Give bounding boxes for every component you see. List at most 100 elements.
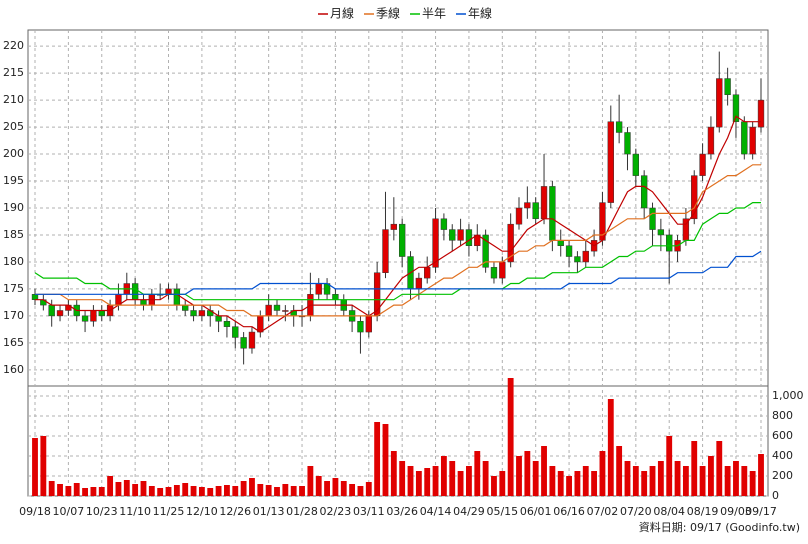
candle-body bbox=[48, 304, 55, 317]
volume-bar bbox=[649, 466, 656, 496]
volume-bar bbox=[374, 422, 381, 496]
volume-bar bbox=[641, 471, 648, 496]
volume-bar bbox=[32, 438, 38, 496]
volume-bar bbox=[132, 484, 139, 496]
candle-body bbox=[273, 304, 281, 311]
candle-body bbox=[691, 175, 698, 220]
y-tick-label: 170 bbox=[3, 309, 24, 322]
x-tick-label: 04/29 bbox=[453, 505, 485, 518]
y-tick-label: 220 bbox=[3, 39, 24, 52]
volume-bar bbox=[549, 466, 556, 496]
x-tick-label: 10/07 bbox=[53, 505, 85, 518]
volume-bar bbox=[390, 451, 397, 496]
volume-bar bbox=[123, 480, 130, 496]
candle-body bbox=[707, 126, 715, 155]
volume-bar bbox=[749, 471, 756, 496]
y2-tick-label: 600 bbox=[772, 429, 793, 442]
volume-bar bbox=[382, 424, 389, 496]
candle-body bbox=[382, 229, 389, 273]
y2-tick-label: 200 bbox=[772, 469, 793, 482]
candle-body bbox=[716, 78, 723, 128]
volume-bar bbox=[708, 456, 714, 496]
volume-bar bbox=[499, 471, 506, 496]
candle-body bbox=[182, 304, 189, 311]
volume-bar bbox=[624, 461, 631, 496]
volume-bar bbox=[340, 481, 347, 496]
volume-bar bbox=[240, 481, 247, 496]
volume-bar bbox=[607, 399, 614, 496]
x-tick-label: 02/23 bbox=[320, 505, 352, 518]
x-tick-label: 04/14 bbox=[420, 505, 452, 518]
y-tick-label: 175 bbox=[3, 282, 24, 295]
candle-body bbox=[165, 288, 172, 295]
x-tick-label: 07/20 bbox=[620, 505, 652, 518]
candle-body bbox=[574, 256, 581, 263]
ma-line bbox=[35, 164, 761, 317]
volume-bar bbox=[674, 461, 681, 496]
volume-bar bbox=[232, 486, 239, 496]
y-tick-label: 200 bbox=[3, 147, 24, 160]
candle-body bbox=[607, 121, 614, 203]
volume-bar bbox=[207, 488, 214, 496]
volume-bar bbox=[524, 451, 531, 496]
candle-body bbox=[741, 121, 748, 155]
candle-body bbox=[549, 186, 556, 241]
volume-bar bbox=[140, 481, 147, 496]
ma-line bbox=[35, 115, 761, 333]
volume-bar bbox=[57, 484, 63, 496]
candle-body bbox=[315, 283, 322, 295]
candle-body bbox=[632, 153, 639, 176]
candle-body bbox=[449, 229, 456, 241]
footnote: 資料日期: 09/17 (Goodinfo.tw) bbox=[639, 520, 800, 534]
volume-bar bbox=[90, 487, 97, 496]
volume-bar bbox=[73, 483, 80, 496]
candle-body bbox=[415, 277, 423, 290]
candle-body bbox=[699, 153, 706, 176]
volume-bar bbox=[324, 481, 330, 496]
candle-body bbox=[198, 310, 206, 317]
candle-body bbox=[440, 218, 448, 230]
volume-bar bbox=[741, 466, 748, 496]
candle-body bbox=[282, 310, 289, 312]
y-tick-label: 180 bbox=[3, 255, 24, 268]
x-tick-label: 12/26 bbox=[219, 505, 251, 518]
volume-bar bbox=[82, 488, 88, 496]
candle-body bbox=[31, 294, 39, 300]
volume-bar bbox=[40, 436, 47, 496]
volume-bar bbox=[157, 488, 164, 496]
volume-bar bbox=[407, 466, 414, 496]
volume-bar bbox=[315, 476, 322, 496]
y-tick-label: 210 bbox=[3, 93, 24, 106]
candle-body bbox=[215, 315, 222, 322]
y-tick-label: 185 bbox=[3, 228, 24, 241]
candle-body bbox=[81, 315, 89, 322]
x-tick-label: 09/17 bbox=[745, 505, 777, 518]
volume-bar bbox=[574, 471, 581, 496]
x-tick-label: 09/18 bbox=[19, 505, 51, 518]
volume-bar bbox=[440, 456, 447, 496]
y2-tick-label: 400 bbox=[772, 449, 793, 462]
candle-body bbox=[56, 310, 64, 317]
volume-bar bbox=[449, 461, 456, 496]
candle-body bbox=[365, 315, 372, 333]
volume-bar bbox=[582, 466, 589, 496]
volume-bar bbox=[699, 466, 706, 496]
candle-body bbox=[615, 121, 623, 133]
volume-bar bbox=[249, 478, 255, 496]
candle-body bbox=[265, 304, 272, 317]
volume-bar bbox=[215, 486, 222, 496]
candle-body bbox=[332, 294, 339, 300]
x-tick-label: 03/11 bbox=[353, 505, 385, 518]
candle-body bbox=[641, 175, 648, 209]
candle-body bbox=[565, 245, 573, 257]
x-tick-label: 05/15 bbox=[486, 505, 518, 518]
y2-tick-label: 800 bbox=[772, 409, 793, 422]
x-tick-label: 06/16 bbox=[553, 505, 585, 518]
y-tick-label: 215 bbox=[3, 66, 24, 79]
x-tick-label: 11/25 bbox=[153, 505, 185, 518]
candle-body bbox=[582, 250, 589, 263]
volume-bar bbox=[198, 487, 205, 496]
volume-bar bbox=[190, 486, 197, 496]
candle-body bbox=[248, 331, 256, 349]
